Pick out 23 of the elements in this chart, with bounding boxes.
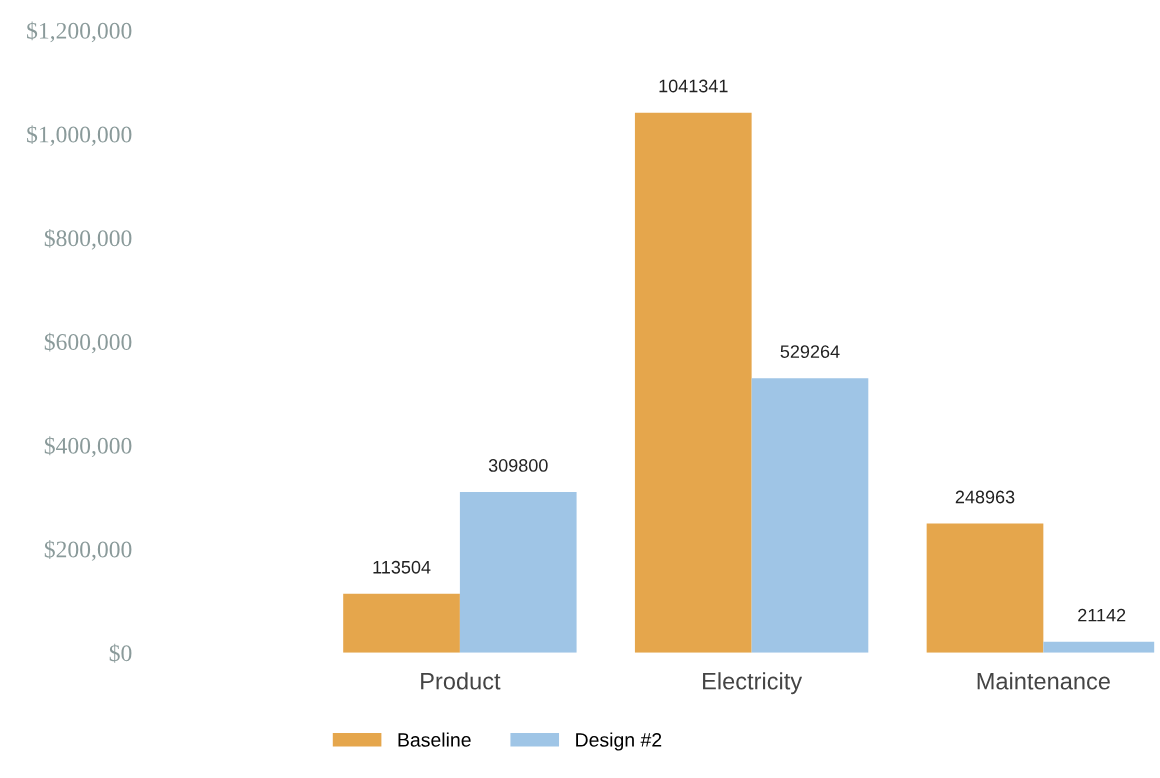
x-tick-label: Product: [421, 672, 501, 690]
bar: [926, 523, 1044, 653]
data-label: 248963: [955, 490, 1015, 504]
bar: [459, 492, 577, 653]
y-tick-label: $800,000: [44, 228, 132, 250]
data-label: 529264: [780, 345, 840, 358]
bar: [751, 378, 869, 653]
y-tick-label: $400,000: [44, 436, 132, 458]
y-tick-label: $1,200,000: [27, 21, 132, 43]
legend-label: Baseline: [398, 732, 471, 747]
y-tick-label: $0: [109, 643, 132, 663]
y-tick-label: $600,000: [44, 332, 132, 354]
legend-label: Design #2: [576, 732, 662, 751]
data-label: 113504: [373, 560, 431, 574]
x-tick-label: Electricity: [703, 672, 803, 695]
y-tick-label: $200,000: [44, 540, 132, 561]
x-tick-label: Maintenance: [977, 672, 1110, 690]
data-label: 21142: [1078, 608, 1126, 622]
y-tick-label: $1,000,000: [27, 125, 132, 146]
bar: [343, 593, 460, 653]
bar: [634, 112, 752, 653]
data-label: 1041341: [659, 79, 728, 93]
data-label: 309800: [488, 459, 548, 472]
